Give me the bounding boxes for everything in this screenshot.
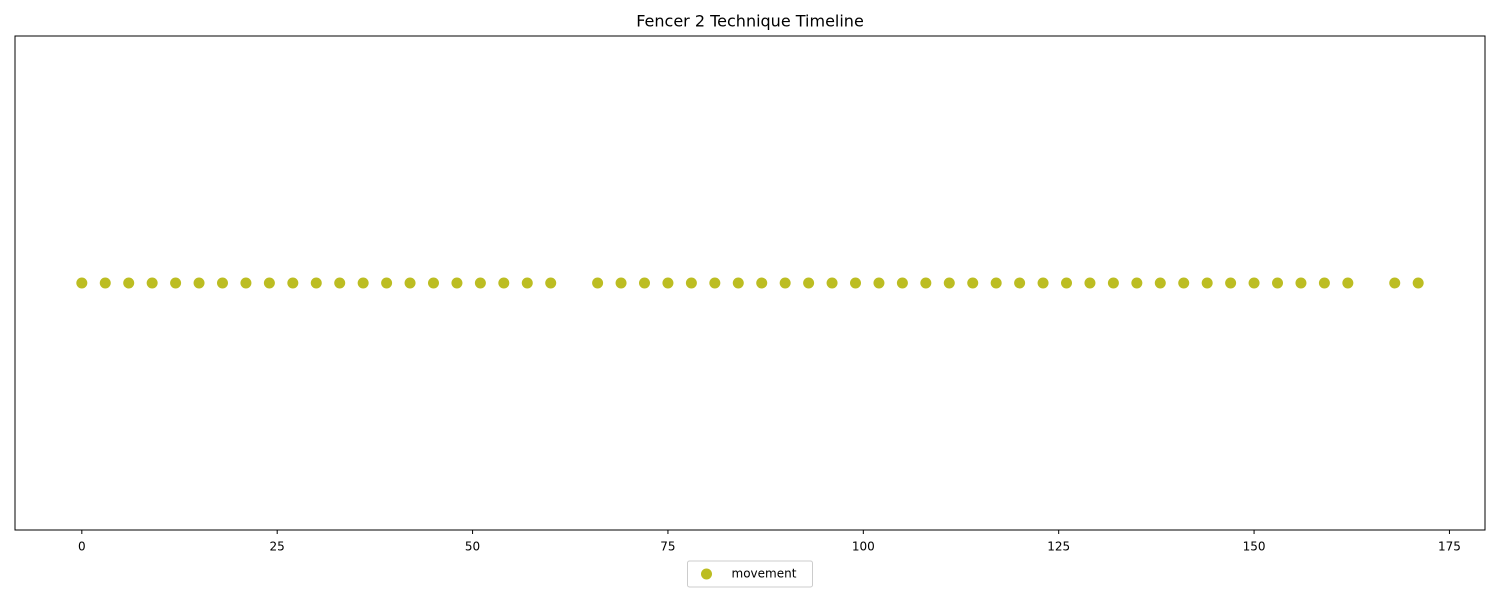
point [873,277,885,289]
point [1084,277,1096,289]
point [76,277,88,289]
point [123,277,135,289]
point [967,277,979,289]
point [943,277,955,289]
point [1225,277,1237,289]
point [662,277,674,289]
point [334,277,346,289]
point [1178,277,1190,289]
x-tick-label: 25 [270,540,285,554]
point [709,277,721,289]
point [521,277,533,289]
point [357,277,369,289]
legend-label: movement [732,567,797,581]
legend-marker [701,568,712,580]
point [193,277,205,289]
point [1107,277,1119,289]
point [756,277,768,289]
x-tick-label: 50 [465,540,480,554]
point [170,277,182,289]
point [310,277,322,289]
point [920,277,932,289]
point [498,277,510,289]
point [638,277,650,289]
legend-box [687,560,813,588]
point [779,277,791,289]
point [99,277,111,289]
point [896,277,908,289]
point [1201,277,1213,289]
point [216,277,228,289]
point [404,277,416,289]
point [850,277,862,289]
point [263,277,275,289]
point [1248,277,1260,289]
point [545,277,557,289]
point [803,277,815,289]
point [1154,277,1166,289]
point [287,277,299,289]
point [1318,277,1330,289]
point [240,277,252,289]
point [1061,277,1073,289]
plot-frame [14,35,1486,531]
x-tick-label: 100 [852,540,875,554]
point [146,277,158,289]
point [1389,277,1401,289]
x-tick-label: 175 [1438,540,1461,554]
point [615,277,627,289]
point [1295,277,1307,289]
point [685,277,697,289]
point [1014,277,1026,289]
point [1037,277,1049,289]
point [427,277,439,289]
point [732,277,744,289]
point [1412,277,1424,289]
x-tick-label: 150 [1243,540,1266,554]
x-tick-label: 125 [1047,540,1070,554]
x-tick-label: 0 [78,540,86,554]
point [1272,277,1284,289]
chart-title: Fencer 2 Technique Timeline [636,12,864,31]
point [381,277,393,289]
point [990,277,1002,289]
point [1131,277,1143,289]
point [451,277,463,289]
point [474,277,486,289]
x-tick-label: 75 [660,540,675,554]
point [1342,277,1354,289]
point [592,277,604,289]
point [826,277,838,289]
